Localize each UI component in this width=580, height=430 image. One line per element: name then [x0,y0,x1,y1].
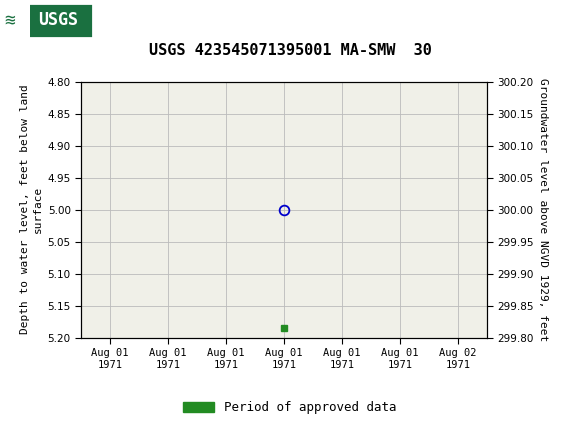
Y-axis label: Groundwater level above NGVD 1929, feet: Groundwater level above NGVD 1929, feet [538,78,548,341]
FancyBboxPatch shape [3,3,93,38]
Text: ≋: ≋ [5,12,16,29]
Text: USGS: USGS [38,12,78,29]
Y-axis label: Depth to water level, feet below land
surface: Depth to water level, feet below land su… [20,85,44,335]
Legend: Period of approved data: Period of approved data [178,396,402,419]
FancyBboxPatch shape [3,3,30,37]
Text: USGS 423545071395001 MA-SMW  30: USGS 423545071395001 MA-SMW 30 [148,43,432,58]
